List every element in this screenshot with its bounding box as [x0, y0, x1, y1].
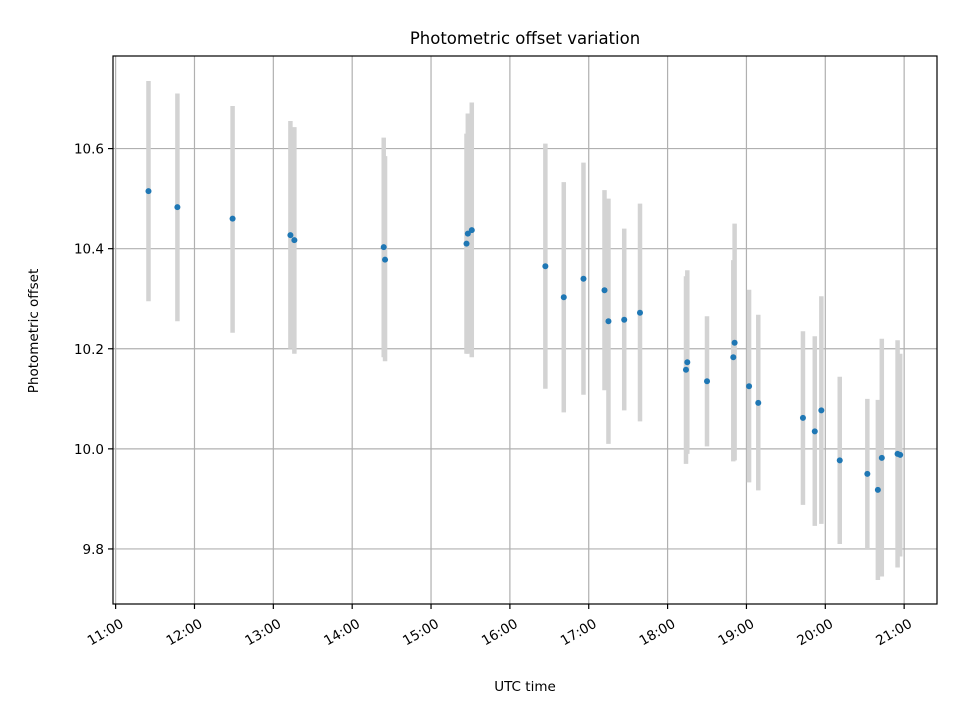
data-point	[601, 287, 608, 294]
data-point	[730, 354, 737, 361]
data-point	[287, 232, 294, 239]
data-point	[621, 316, 628, 323]
x-axis-label: UTC time	[494, 679, 556, 695]
data-point	[145, 188, 152, 195]
y-tick-label: 9.8	[83, 542, 104, 558]
data-point	[755, 399, 762, 406]
data-point	[836, 457, 843, 464]
chart-title: Photometric offset variation	[410, 29, 640, 48]
data-point	[818, 407, 825, 414]
data-point	[636, 309, 643, 316]
data-point	[704, 378, 711, 385]
data-point	[878, 454, 885, 461]
y-tick-label: 10.0	[74, 442, 104, 458]
plot-frame	[112, 55, 938, 605]
y-tick-label: 10.4	[74, 242, 104, 258]
data-point	[682, 366, 689, 373]
data-point	[746, 383, 753, 390]
data-point	[580, 275, 587, 282]
point-layer	[145, 188, 904, 493]
data-point	[380, 244, 387, 251]
y-axis-label: Photometric offset	[26, 269, 42, 393]
data-point	[799, 414, 806, 421]
data-point	[542, 263, 549, 270]
data-point	[874, 486, 881, 493]
data-point	[382, 256, 389, 263]
y-tick-label: 10.2	[74, 342, 104, 358]
data-point	[291, 237, 298, 244]
data-point	[560, 294, 567, 301]
data-point	[605, 318, 612, 325]
data-point	[468, 227, 475, 234]
data-point	[864, 470, 871, 477]
data-point	[811, 428, 818, 435]
data-point	[684, 359, 691, 366]
data-point	[464, 230, 471, 237]
grid-layer	[113, 56, 937, 604]
data-point	[174, 204, 181, 211]
data-point	[731, 339, 738, 346]
y-tick-label: 10.6	[74, 142, 104, 158]
data-point	[463, 240, 470, 247]
data-point	[229, 215, 236, 222]
data-point	[897, 451, 904, 458]
